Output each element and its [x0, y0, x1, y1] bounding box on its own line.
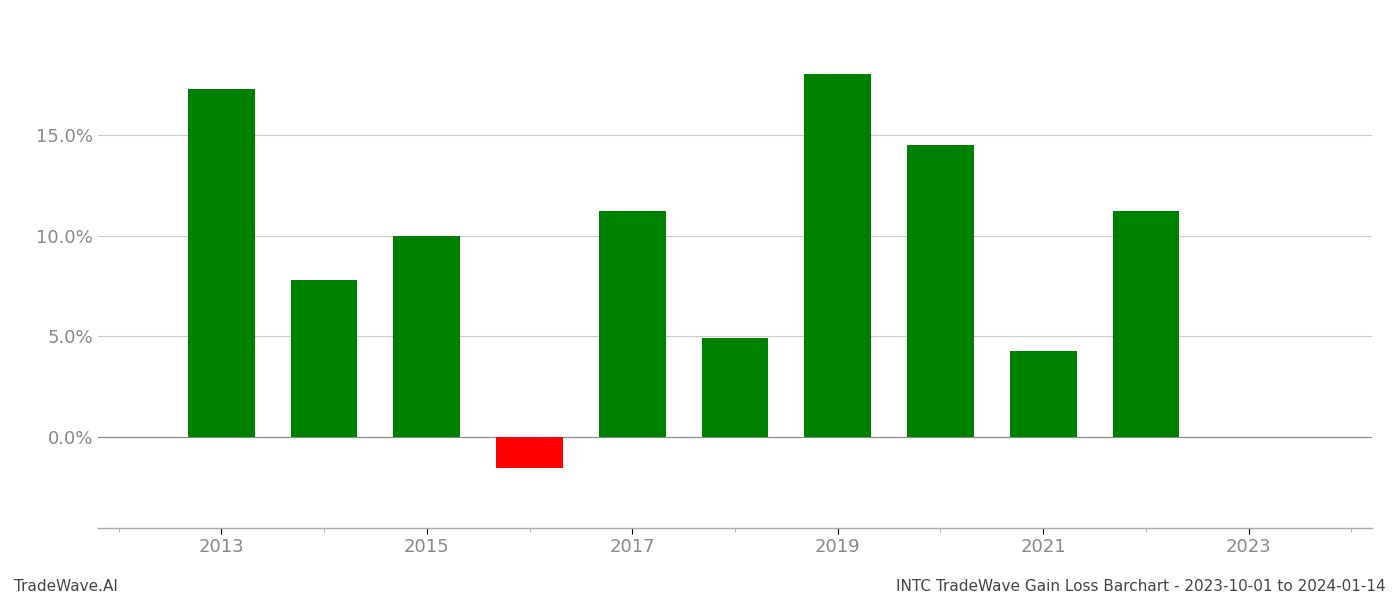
Bar: [599, 211, 665, 437]
Bar: [701, 338, 769, 437]
Bar: [1009, 350, 1077, 437]
Bar: [907, 145, 974, 437]
Bar: [1113, 211, 1179, 437]
Text: INTC TradeWave Gain Loss Barchart - 2023-10-01 to 2024-01-14: INTC TradeWave Gain Loss Barchart - 2023…: [896, 579, 1386, 594]
Bar: [291, 280, 357, 437]
Bar: [805, 74, 871, 437]
Bar: [496, 437, 563, 467]
Text: TradeWave.AI: TradeWave.AI: [14, 579, 118, 594]
Bar: [188, 89, 255, 437]
Bar: [393, 236, 461, 437]
